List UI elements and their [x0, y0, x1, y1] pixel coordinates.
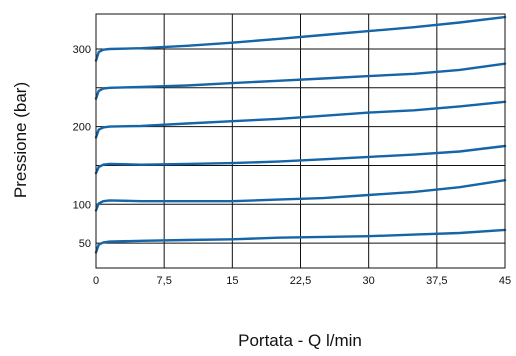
- x-tick-labels: 0 7,5 15 22,5 30 37,5 45: [93, 275, 511, 287]
- grid: [95, 14, 506, 268]
- series-lines: [94, 15, 507, 254]
- x-tick-label: 22,5: [290, 275, 311, 287]
- series-line-5: [94, 62, 507, 100]
- x-tick-label: 7,5: [157, 275, 172, 287]
- x-tick-label: 15: [226, 275, 238, 287]
- x-axis-title: Portata - Q l/min: [238, 331, 362, 350]
- y-tick-label: 200: [73, 122, 91, 134]
- series-line-4: [94, 100, 507, 139]
- x-tick-label: 45: [499, 275, 511, 287]
- y-tick-labels: 50 100 200 300: [73, 44, 91, 250]
- x-tick-label: 37,5: [426, 275, 447, 287]
- series-line-6: [94, 15, 507, 62]
- x-tick-label: 0: [93, 275, 99, 287]
- y-tick-label: 100: [73, 199, 91, 211]
- y-axis-title: Pressione (bar): [11, 82, 30, 198]
- series-line-3: [94, 144, 507, 175]
- plot-frame: [95, 13, 506, 269]
- y-tick-label: 300: [73, 44, 91, 56]
- y-tick-label: 50: [79, 238, 91, 250]
- series-line-1: [94, 228, 507, 254]
- x-tick-label: 30: [363, 275, 375, 287]
- series-line-2: [94, 178, 507, 212]
